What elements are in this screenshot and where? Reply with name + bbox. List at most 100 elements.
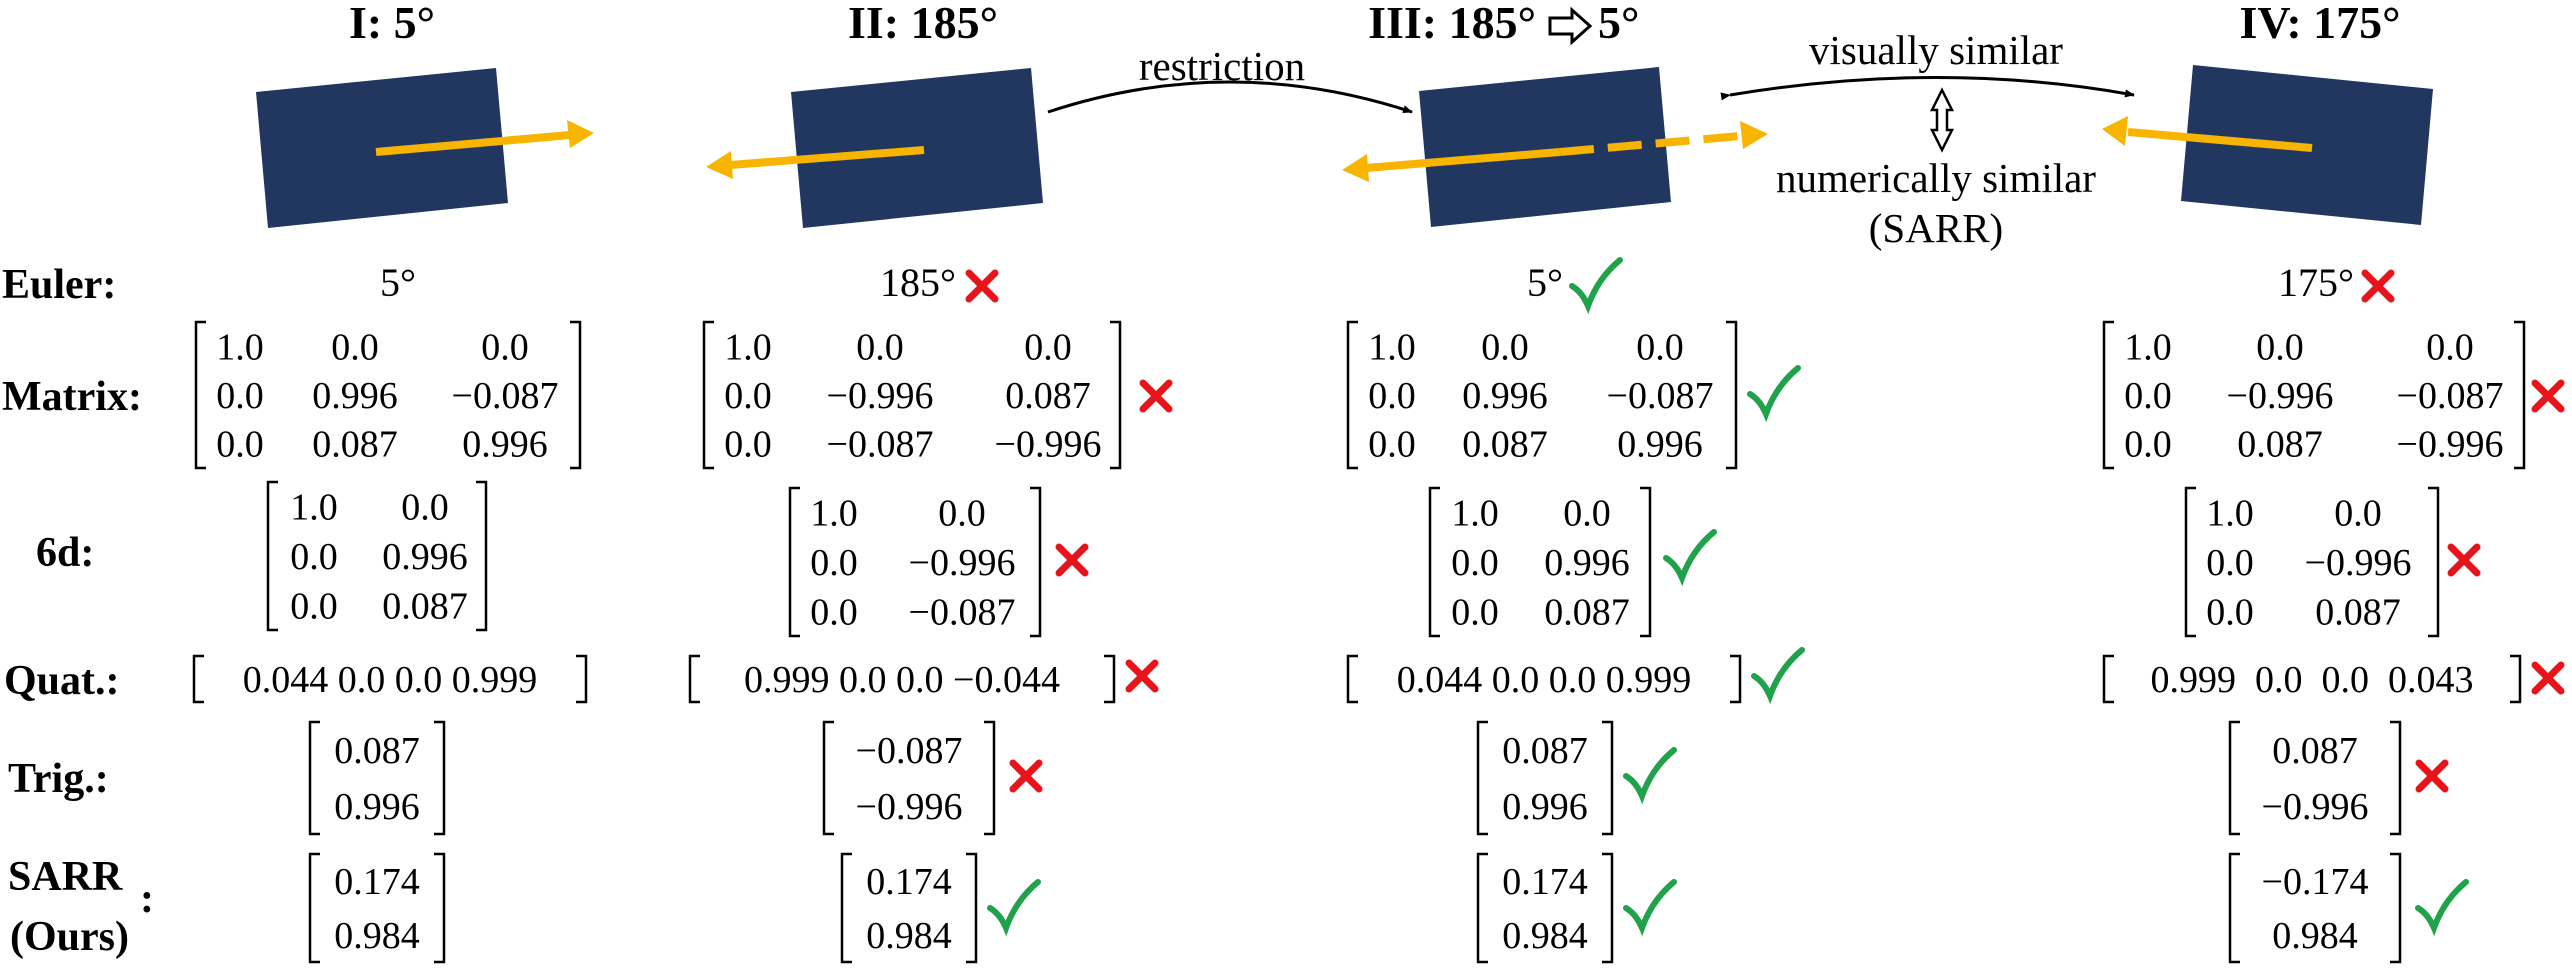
matrix-cell: 0.087 — [1462, 424, 1548, 466]
mark-trig-col4-cross-icon — [2415, 759, 2449, 793]
matrix-cell: 0.0 — [856, 326, 904, 368]
mark-trig-col3-check-icon — [1623, 747, 1677, 805]
bracket-left — [2184, 486, 2196, 638]
matrix-cell: −0.996 — [2305, 542, 2412, 584]
euler-value-col3: 5° — [1527, 260, 1563, 305]
matrix-cell: 1.0 — [216, 326, 264, 368]
bracket-left — [2102, 654, 2114, 704]
matrix-cell: 0.0 — [1451, 591, 1499, 633]
matrix-cell: 0.087 — [1544, 591, 1630, 633]
matrix-cell: 0.0 — [1368, 424, 1416, 466]
matrix-cell: 0.996 — [1617, 424, 1703, 466]
matrix-cell: 0.087 — [334, 730, 420, 772]
matrix-cell: 0.996 — [382, 536, 468, 578]
matrix-cell: −0.087 — [856, 730, 963, 772]
cross-icon — [1139, 379, 1173, 413]
matrix-cell: 0.0 — [2124, 375, 2172, 417]
bracket-right — [2390, 720, 2402, 836]
orientation-arrow-col1 — [375, 120, 594, 156]
matrix-cell: −0.087 — [2397, 375, 2504, 417]
mark-matrix-col2-cross-icon — [1139, 379, 1173, 413]
bracket-right — [1730, 654, 1742, 704]
matrix-cell: 0.996 — [1502, 786, 1588, 828]
header-col2: II: 185° — [848, 0, 998, 48]
sarr-col3: 0.174 0.984 — [1476, 852, 1614, 964]
mark-sixd-col3-check-icon — [1663, 529, 1717, 587]
matrix-cell: 0.0 — [1636, 326, 1684, 368]
mark-quat-col3-check-icon — [1751, 647, 1805, 705]
matrix-cell: −0.087 — [452, 375, 559, 417]
mark-matrix-col4-cross-icon — [2531, 379, 2565, 413]
mark-trig-col2-cross-icon — [1009, 759, 1043, 793]
bracket-right — [1726, 320, 1738, 470]
bracket-left — [1476, 720, 1488, 836]
matrix-cell: 1.0 — [290, 487, 338, 529]
matrix-col3: 1.0 0.0 0.0 0.0 0.996 −0.087 0.0 0.087 0.996 — [1346, 320, 1738, 470]
euler-value-col1: 5° — [380, 260, 416, 305]
matrix-cell: 0.996 — [1462, 375, 1548, 417]
matrix-cell: 0.0 — [290, 536, 338, 578]
euler-value-col4: 175° — [2278, 260, 2354, 305]
matrix-cell: 0.0 — [216, 424, 264, 466]
bracket-left — [702, 320, 714, 470]
matrix-cell: 0.984 — [1502, 915, 1588, 957]
matrix-cell: 0.087 — [312, 424, 398, 466]
matrix-cell: 1.0 — [1451, 493, 1499, 535]
matrix-cell: 0.0 — [810, 542, 858, 584]
mark-euler-col4-cross-icon — [2361, 269, 2395, 303]
trig-col3: 0.087 0.996 — [1476, 720, 1614, 836]
restriction-label: restriction — [1139, 43, 1305, 89]
quat-col3: 0.044 0.0 0.0 0.999 — [1346, 654, 1742, 704]
bracket-right — [1104, 654, 1116, 704]
matrix-cell: 0.0 — [2206, 591, 2254, 633]
matrix-cell: −0.996 — [909, 542, 1016, 584]
cross-icon — [1055, 543, 1089, 577]
check-icon — [1751, 647, 1805, 705]
bracket-left — [2228, 852, 2240, 964]
bracket-left — [2228, 720, 2240, 836]
bracket-left — [308, 852, 320, 964]
quat-col2: 0.999 0.0 0.0 −0.044 — [688, 654, 1116, 704]
matrix-cell: −0.996 — [2262, 786, 2369, 828]
bracket-left — [840, 852, 852, 964]
bracket-left — [1346, 654, 1358, 704]
matrix-cell: −0.996 — [995, 424, 1102, 466]
matrix-cell: 0.0 — [2256, 326, 2304, 368]
matrix-cell: 0.996 — [1544, 542, 1630, 584]
bracket-right — [576, 654, 588, 704]
row-label-sarr-colon: : — [140, 876, 154, 922]
cross-icon — [2361, 269, 2395, 303]
bracket-right — [966, 852, 978, 964]
mark-euler-col2-cross-icon — [965, 269, 999, 303]
matrix-cell: 0.174 — [866, 861, 952, 903]
matrix-cell: 0.087 — [1502, 730, 1588, 772]
matrix-cell: 0.984 — [334, 915, 420, 957]
bracket-left — [1428, 486, 1440, 638]
mark-sixd-col4-cross-icon — [2447, 543, 2481, 577]
matrix-cell: −0.996 — [827, 375, 934, 417]
bracket-left — [822, 720, 834, 836]
trig-col1: 0.087 0.996 — [308, 720, 446, 836]
bracket-right — [1110, 320, 1122, 470]
bracket-right — [434, 852, 446, 964]
bracket-right — [1030, 486, 1042, 638]
quat-col1: 0.044 0.0 0.0 0.999 — [192, 654, 588, 704]
matrix-cell: 0.984 — [2272, 915, 2358, 957]
header-col3-left: III: 185° — [1368, 0, 1536, 48]
matrix-cell: 0.0 — [1368, 375, 1416, 417]
matrix-cell: 1.0 — [724, 326, 772, 368]
row-label-quat: Quat.: — [4, 658, 120, 704]
sarr-paren-label: (SARR) — [1869, 205, 2003, 251]
sarr-col4: −0.174 0.984 — [2228, 852, 2402, 964]
check-icon — [1569, 257, 1623, 315]
matrix-cell: 0.087 — [2315, 591, 2401, 633]
cross-icon — [2531, 379, 2565, 413]
row-label-6d: 6d: — [36, 530, 94, 576]
bracket-right — [1602, 852, 1614, 964]
matrix-cell: 1.0 — [1368, 326, 1416, 368]
matrix-col4: 1.0 0.0 0.0 0.0 −0.996 −0.087 0.0 0.087 −0.996 — [2102, 320, 2526, 470]
mark-quat-col2-cross-icon — [1125, 659, 1159, 693]
bracket-right — [2428, 486, 2440, 638]
cross-icon — [2415, 759, 2449, 793]
bracket-right — [984, 720, 996, 836]
